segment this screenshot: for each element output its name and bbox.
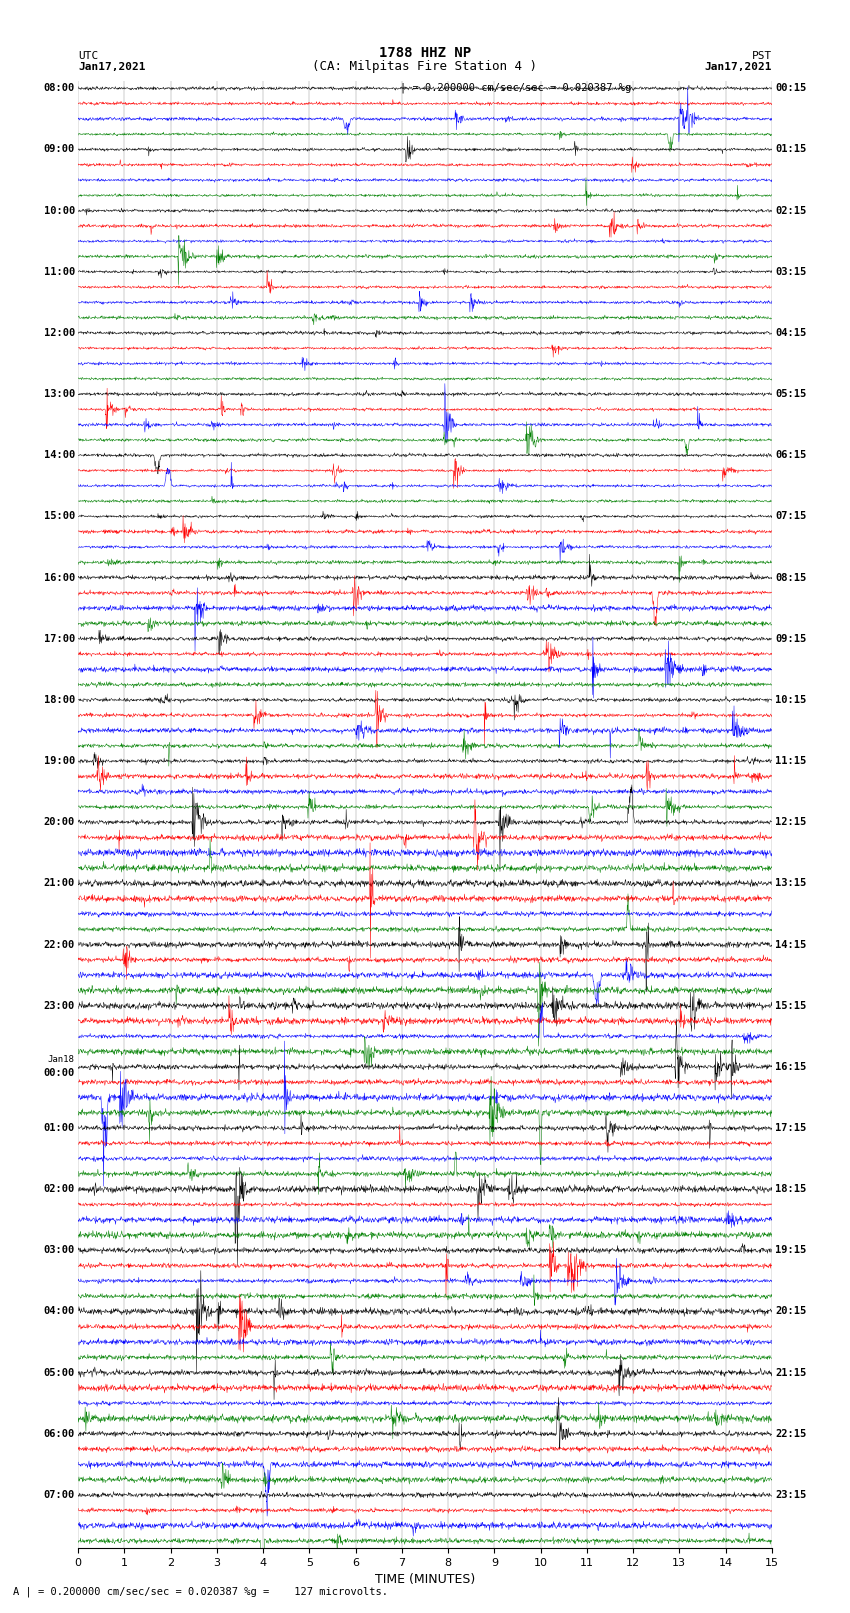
Text: 23:00: 23:00 — [43, 1000, 75, 1011]
Text: Jan17,2021: Jan17,2021 — [78, 61, 145, 71]
Text: 08:15: 08:15 — [775, 573, 807, 582]
Text: 10:00: 10:00 — [43, 205, 75, 216]
Text: 22:15: 22:15 — [775, 1429, 807, 1439]
Text: | = 0.200000 cm/sec/sec = 0.020387 %g: | = 0.200000 cm/sec/sec = 0.020387 %g — [400, 82, 631, 94]
Text: Jan17,2021: Jan17,2021 — [705, 61, 772, 71]
Text: 07:15: 07:15 — [775, 511, 807, 521]
Text: 07:00: 07:00 — [43, 1490, 75, 1500]
Text: 05:15: 05:15 — [775, 389, 807, 398]
Text: 09:00: 09:00 — [43, 145, 75, 155]
Text: 16:15: 16:15 — [775, 1061, 807, 1073]
Text: 03:00: 03:00 — [43, 1245, 75, 1255]
Text: 19:00: 19:00 — [43, 756, 75, 766]
Text: 15:00: 15:00 — [43, 511, 75, 521]
Text: PST: PST — [751, 52, 772, 61]
Text: 20:00: 20:00 — [43, 818, 75, 827]
Text: 08:00: 08:00 — [43, 84, 75, 94]
Text: Jan18: Jan18 — [48, 1055, 75, 1065]
Text: 17:00: 17:00 — [43, 634, 75, 644]
Text: 13:15: 13:15 — [775, 879, 807, 889]
Text: 05:00: 05:00 — [43, 1368, 75, 1378]
Text: 09:15: 09:15 — [775, 634, 807, 644]
Text: 12:00: 12:00 — [43, 327, 75, 339]
Text: (CA: Milpitas Fire Station 4 ): (CA: Milpitas Fire Station 4 ) — [313, 60, 537, 73]
Text: UTC: UTC — [78, 52, 99, 61]
Text: 04:00: 04:00 — [43, 1307, 75, 1316]
Text: 02:15: 02:15 — [775, 205, 807, 216]
Text: 16:00: 16:00 — [43, 573, 75, 582]
Text: 19:15: 19:15 — [775, 1245, 807, 1255]
Text: 06:15: 06:15 — [775, 450, 807, 460]
Text: 00:00: 00:00 — [43, 1068, 75, 1079]
Text: 02:00: 02:00 — [43, 1184, 75, 1194]
Text: 20:15: 20:15 — [775, 1307, 807, 1316]
Text: 18:00: 18:00 — [43, 695, 75, 705]
Text: 22:00: 22:00 — [43, 939, 75, 950]
Text: 13:00: 13:00 — [43, 389, 75, 398]
Text: 17:15: 17:15 — [775, 1123, 807, 1132]
Text: 15:15: 15:15 — [775, 1000, 807, 1011]
Text: 1788 HHZ NP: 1788 HHZ NP — [379, 47, 471, 60]
Text: 21:00: 21:00 — [43, 879, 75, 889]
X-axis label: TIME (MINUTES): TIME (MINUTES) — [375, 1573, 475, 1586]
Text: 11:00: 11:00 — [43, 266, 75, 277]
Text: 23:15: 23:15 — [775, 1490, 807, 1500]
Text: 01:15: 01:15 — [775, 145, 807, 155]
Text: 14:00: 14:00 — [43, 450, 75, 460]
Text: A | = 0.200000 cm/sec/sec = 0.020387 %g =    127 microvolts.: A | = 0.200000 cm/sec/sec = 0.020387 %g … — [13, 1586, 388, 1597]
Text: 04:15: 04:15 — [775, 327, 807, 339]
Text: 03:15: 03:15 — [775, 266, 807, 277]
Text: 14:15: 14:15 — [775, 939, 807, 950]
Text: 18:15: 18:15 — [775, 1184, 807, 1194]
Text: 10:15: 10:15 — [775, 695, 807, 705]
Text: 12:15: 12:15 — [775, 818, 807, 827]
Text: 00:15: 00:15 — [775, 84, 807, 94]
Text: 06:00: 06:00 — [43, 1429, 75, 1439]
Text: 01:00: 01:00 — [43, 1123, 75, 1132]
Text: 11:15: 11:15 — [775, 756, 807, 766]
Text: 21:15: 21:15 — [775, 1368, 807, 1378]
